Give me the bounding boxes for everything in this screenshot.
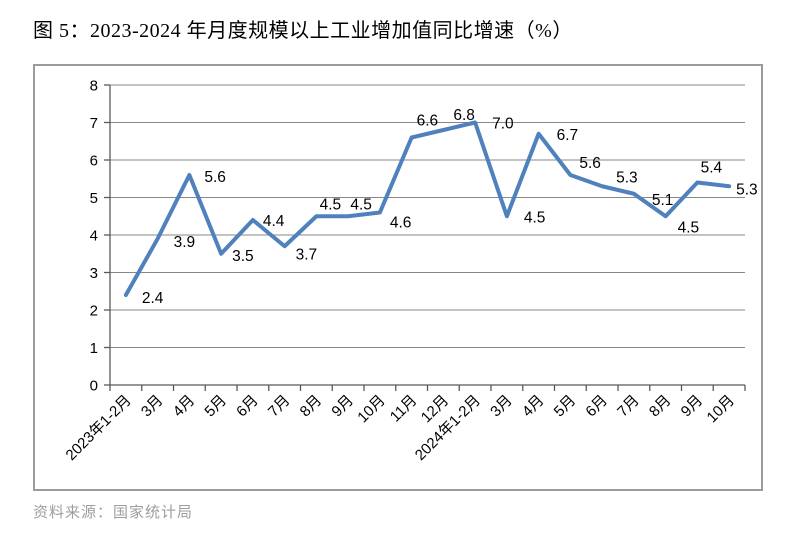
y-tick-label: 2: [90, 303, 98, 320]
x-category-label: 7月: [265, 392, 294, 421]
y-tick-label: 6: [90, 153, 98, 170]
data-point-label: 4.6: [390, 215, 412, 232]
data-point-label: 5.4: [701, 160, 723, 177]
data-point-label: 3.9: [174, 234, 196, 251]
data-point-label: 2.4: [142, 290, 164, 307]
y-tick-label: 0: [90, 378, 98, 395]
series-line: [123, 120, 732, 297]
x-category-label: 10月: [704, 392, 738, 426]
x-category-label: 9月: [328, 392, 357, 421]
data-point-label: 5.3: [736, 181, 758, 198]
source-note: 资料来源：国家统计局: [33, 505, 194, 521]
x-category-label: 6月: [582, 392, 611, 421]
x-category-label: 6月: [233, 392, 262, 421]
data-point-label: 5.6: [204, 169, 226, 186]
data-point-label: 6.8: [453, 107, 475, 124]
data-point-label: 4.5: [678, 219, 700, 236]
data-point-label: 5.1: [652, 192, 674, 209]
x-category-label: 4月: [170, 392, 199, 421]
x-category-label: 10月: [354, 392, 388, 426]
x-category-label: 3月: [138, 392, 167, 421]
data-point-label: 6.6: [417, 113, 439, 130]
data-point-label: 4.5: [524, 209, 546, 226]
data-point-label: 4.5: [320, 196, 342, 213]
chart-frame: 0 1 2 3 4 5 6 7 8 2023年1-2月 3月 4月 5月 6月 7月 8月 9月 10月 11月 12…: [33, 64, 763, 491]
data-point-label: 3.5: [232, 248, 254, 265]
y-tick-label: 5: [90, 190, 98, 207]
x-category-label: 8月: [297, 392, 326, 421]
x-category-label: 5月: [201, 392, 230, 421]
y-tick-label: 1: [90, 340, 98, 357]
x-category-label: 5月: [551, 392, 580, 421]
x-category-label: 3月: [487, 392, 516, 421]
data-point-label: 5.3: [616, 169, 638, 186]
data-point-label: 4.5: [350, 196, 372, 213]
x-category-label: 11月: [387, 392, 421, 426]
x-category-label: 8月: [646, 392, 675, 421]
y-tick-label: 3: [90, 265, 98, 282]
y-tick-label: 8: [90, 78, 98, 95]
y-tick-label: 4: [90, 228, 98, 245]
data-point-label: 7.0: [492, 116, 514, 133]
x-category-label: 9月: [678, 392, 707, 421]
data-point-label: 4.4: [263, 213, 285, 230]
data-point-label: 3.7: [296, 246, 318, 263]
x-category-label: 4月: [519, 392, 548, 421]
x-category-label: 7月: [614, 392, 643, 421]
x-category-label: 2023年1-2月: [63, 392, 135, 464]
chart-title: 图 5：2023-2024 年月度规模以上工业增加值同比增速（%）: [33, 20, 573, 42]
data-point-label: 6.7: [557, 127, 579, 144]
data-point-label: 5.6: [579, 155, 601, 172]
y-tick-label: 7: [90, 115, 98, 132]
